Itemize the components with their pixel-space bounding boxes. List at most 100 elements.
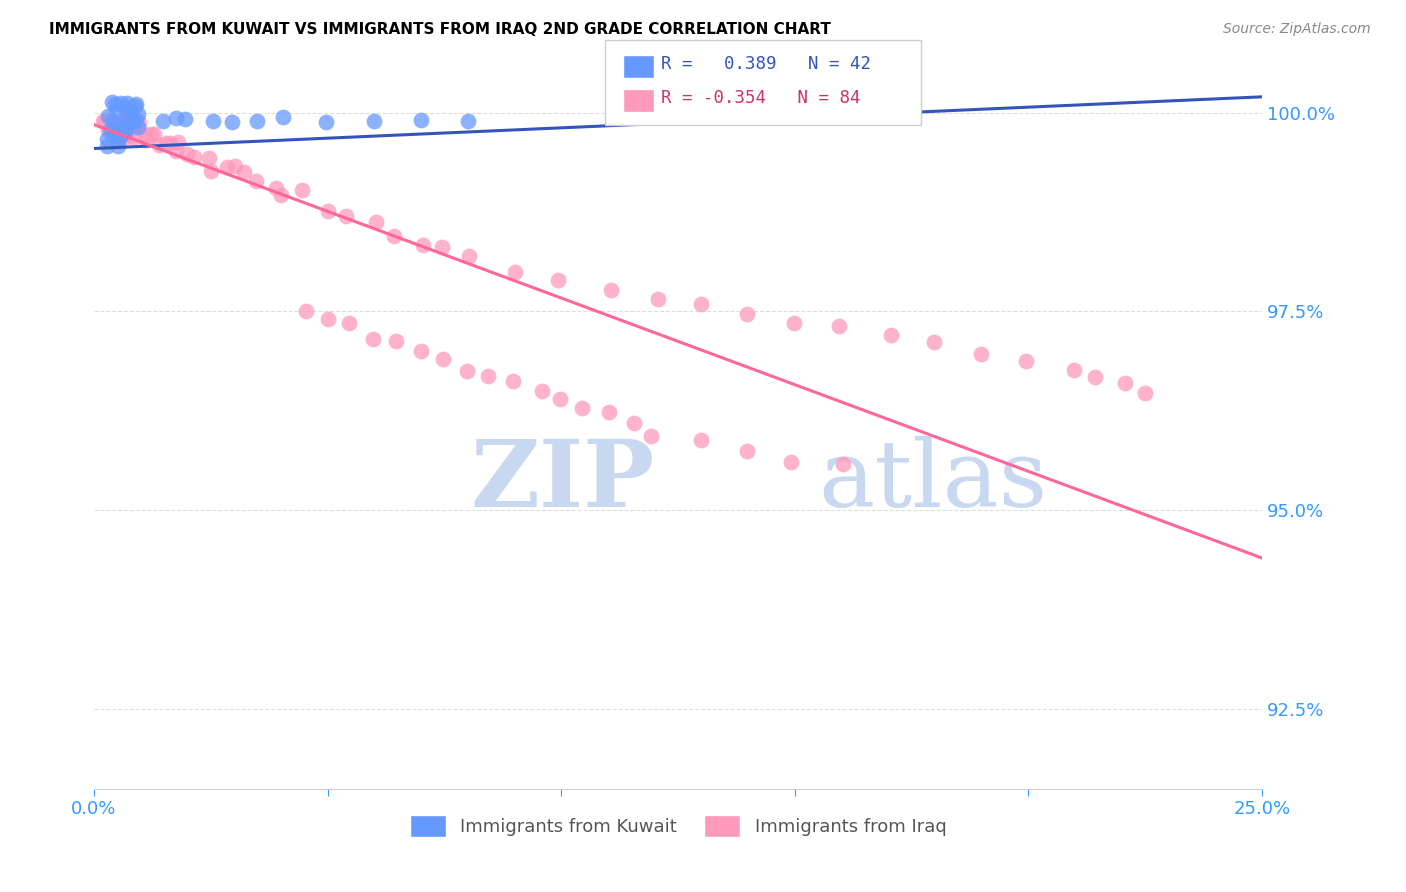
Point bbox=[318, 203, 340, 218]
Point bbox=[139, 128, 162, 142]
Point bbox=[828, 319, 851, 334]
Point bbox=[640, 429, 662, 443]
Point bbox=[97, 109, 120, 123]
Point bbox=[107, 138, 129, 153]
Point bbox=[91, 113, 114, 128]
Legend: Immigrants from Kuwait, Immigrants from Iraq: Immigrants from Kuwait, Immigrants from … bbox=[402, 807, 953, 844]
Point bbox=[165, 144, 187, 158]
Point bbox=[152, 114, 174, 128]
Point bbox=[98, 123, 121, 137]
Point bbox=[165, 111, 187, 125]
Point bbox=[174, 112, 197, 126]
Point bbox=[432, 352, 454, 367]
Point bbox=[363, 114, 385, 128]
Point bbox=[104, 115, 127, 129]
Point bbox=[271, 110, 294, 124]
Point bbox=[783, 317, 806, 331]
Point bbox=[970, 346, 993, 360]
Point bbox=[120, 106, 142, 120]
Point bbox=[366, 215, 388, 229]
Point bbox=[337, 316, 360, 330]
Point bbox=[246, 114, 269, 128]
Point bbox=[335, 209, 357, 223]
Point bbox=[111, 128, 134, 142]
Point bbox=[101, 95, 124, 109]
Point bbox=[571, 401, 593, 415]
Point bbox=[114, 124, 136, 138]
Point bbox=[105, 103, 128, 118]
Point bbox=[96, 139, 118, 153]
Point bbox=[148, 137, 170, 152]
Point bbox=[477, 369, 499, 384]
Text: ZIP: ZIP bbox=[470, 436, 655, 526]
Point bbox=[779, 455, 801, 469]
Point bbox=[112, 122, 135, 136]
Point bbox=[105, 124, 128, 138]
Point bbox=[735, 444, 758, 458]
Point bbox=[117, 113, 139, 128]
Point bbox=[114, 101, 136, 115]
Point bbox=[122, 129, 145, 144]
Point bbox=[155, 136, 177, 151]
Point bbox=[121, 110, 143, 124]
Point bbox=[623, 416, 645, 430]
Point bbox=[202, 114, 225, 128]
Text: IMMIGRANTS FROM KUWAIT VS IMMIGRANTS FROM IRAQ 2ND GRADE CORRELATION CHART: IMMIGRANTS FROM KUWAIT VS IMMIGRANTS FRO… bbox=[49, 22, 831, 37]
Point bbox=[315, 114, 337, 128]
Point bbox=[200, 164, 222, 178]
Point bbox=[432, 240, 454, 254]
Point bbox=[880, 328, 903, 343]
Point bbox=[117, 115, 139, 129]
Point bbox=[135, 133, 157, 147]
Point bbox=[224, 159, 246, 173]
Point bbox=[97, 123, 120, 137]
Point bbox=[245, 174, 267, 188]
Point bbox=[94, 113, 117, 128]
Point bbox=[135, 128, 157, 142]
Point bbox=[690, 297, 713, 311]
Point bbox=[128, 115, 150, 129]
Point bbox=[385, 334, 408, 348]
Point bbox=[530, 384, 553, 399]
Point bbox=[270, 188, 292, 202]
Point bbox=[411, 112, 433, 127]
Point bbox=[120, 114, 142, 128]
Point bbox=[127, 120, 149, 134]
Point bbox=[127, 107, 149, 121]
Point bbox=[111, 115, 134, 129]
Point bbox=[598, 405, 620, 419]
Point bbox=[121, 114, 143, 128]
Point bbox=[232, 165, 254, 179]
Point bbox=[647, 292, 669, 306]
Point bbox=[599, 283, 621, 297]
Point bbox=[125, 119, 148, 133]
Text: Source: ZipAtlas.com: Source: ZipAtlas.com bbox=[1223, 22, 1371, 37]
Point bbox=[503, 265, 526, 279]
Point bbox=[922, 335, 945, 350]
Point bbox=[117, 128, 139, 142]
Point bbox=[117, 96, 139, 111]
Point bbox=[124, 99, 146, 113]
Point bbox=[363, 332, 385, 346]
Point bbox=[108, 130, 131, 145]
Point bbox=[183, 150, 205, 164]
Point bbox=[111, 113, 134, 128]
Point bbox=[115, 119, 138, 133]
Point bbox=[107, 134, 129, 148]
Point bbox=[118, 104, 141, 119]
Point bbox=[547, 272, 569, 286]
Point bbox=[1015, 353, 1038, 368]
Point bbox=[456, 363, 478, 377]
Point bbox=[159, 136, 181, 150]
Point bbox=[108, 117, 131, 131]
Point bbox=[110, 127, 132, 141]
Point bbox=[1114, 376, 1136, 390]
Point bbox=[316, 311, 339, 326]
Point bbox=[832, 457, 855, 471]
Point bbox=[382, 228, 405, 243]
Point bbox=[104, 97, 127, 112]
Point bbox=[96, 132, 118, 146]
Point bbox=[176, 146, 198, 161]
Point bbox=[110, 95, 132, 110]
Point bbox=[409, 344, 432, 359]
